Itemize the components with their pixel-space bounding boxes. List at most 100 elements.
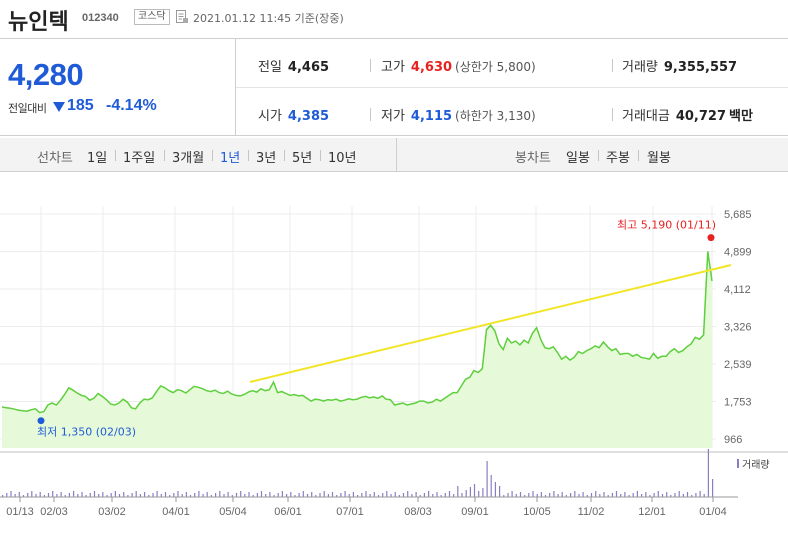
volume-bar: [336, 495, 338, 497]
volume-bar: [394, 492, 396, 497]
volume-bar: [286, 494, 288, 497]
tab-weekly[interactable]: 주봉: [606, 151, 630, 166]
volume-bar: [653, 493, 655, 497]
volume-bar: [206, 492, 208, 497]
x-tick-label: 01/13: [6, 506, 34, 518]
tab-1d[interactable]: 1일: [87, 151, 108, 166]
volume-bar: [348, 494, 350, 497]
volume-bar: [428, 491, 430, 497]
volume-bar: [260, 491, 263, 497]
volume-bar: [148, 495, 150, 497]
tab-monthly[interactable]: 월봉: [647, 151, 671, 166]
day-low: 저가 4,115 (하한가 3,130): [381, 109, 536, 124]
volume-bar: [641, 494, 643, 497]
x-tick-label: 10/05: [523, 506, 551, 518]
tab-3y[interactable]: 3년: [256, 151, 277, 166]
volume-bar: [306, 494, 309, 497]
volume-bar: [603, 492, 605, 497]
volume-bar: [344, 491, 346, 497]
volume-bar: [60, 492, 62, 497]
x-tick-label: 12/01: [638, 506, 666, 518]
volume-bar: [361, 493, 363, 497]
volume-bar: [407, 491, 409, 497]
volume-bar: [486, 461, 488, 497]
volume-bar: [536, 494, 538, 497]
volume-bar: [544, 495, 547, 497]
tab-1w[interactable]: 1주일: [123, 151, 156, 166]
compare-label: 전일대비: [8, 102, 47, 115]
volume-bar: [699, 491, 701, 497]
volume-bar: [6, 493, 8, 497]
market-badge: 코스닥: [134, 9, 170, 25]
volume-bar: [231, 495, 233, 497]
quote-summary: 4,280 전일대비 185 -4.14% 전일 4,465 고가 4,630 (상한…: [0, 38, 788, 136]
y-tick-label: 966: [724, 434, 742, 446]
tab-10y[interactable]: 10년: [328, 151, 357, 166]
volume-bar: [494, 482, 496, 497]
volume-bar: [139, 494, 141, 497]
volume-bar: [81, 492, 83, 497]
stock-code: 012340: [82, 12, 119, 24]
volume-bar: [478, 491, 480, 497]
trade-amount: 거래대금 40,727 백만: [622, 109, 753, 124]
volume-bar: [674, 493, 676, 497]
stock-name: 뉴인텍: [8, 10, 69, 35]
volume-bar: [210, 495, 212, 497]
volume-bar: [670, 495, 672, 497]
volume-bar: [219, 491, 221, 497]
volume-bar: [93, 491, 96, 497]
y-tick-label: 2,539: [724, 359, 752, 371]
volume-bar: [561, 492, 563, 497]
volume-bar: [402, 493, 405, 497]
volume-bar: [18, 492, 20, 497]
low-marker: [37, 417, 45, 425]
volume-bar: [10, 491, 12, 497]
volume-bar: [43, 495, 45, 497]
volume-bar: [565, 495, 567, 497]
volume-bar: [695, 493, 697, 497]
volume-bar: [490, 475, 492, 497]
volume-bar: [469, 487, 471, 497]
volume-bar: [340, 493, 342, 497]
volume-bar: [273, 495, 275, 497]
volume-bar: [682, 494, 684, 497]
volume-bar: [202, 494, 204, 497]
volume-bar: [110, 493, 112, 497]
tab-daily[interactable]: 일봉: [566, 151, 590, 166]
down-arrow-icon: [53, 102, 65, 112]
volume-bar: [595, 491, 597, 497]
volume-bar: [352, 492, 354, 497]
y-axis-ticks: 5,685 4,899 4,112 3,326 2,539 1,753 966: [724, 209, 752, 446]
volume-bar: [436, 492, 438, 497]
y-tick-label: 3,326: [724, 321, 752, 333]
volume-bar: [691, 495, 693, 497]
volume-bar: [240, 491, 242, 497]
x-tick-label: 11/02: [578, 506, 605, 518]
volume-bar: [386, 491, 388, 497]
high-annotation: 최고 5,190 (01/11): [617, 219, 716, 232]
price-chart[interactable]: 최고 5,190 (01/11) 최저 1,350 (02/03) 5,685 4…: [0, 190, 788, 536]
tab-5y[interactable]: 5년: [292, 151, 313, 166]
tab-1y[interactable]: 1년: [220, 151, 241, 166]
volume: 거래량 9,355,557: [622, 60, 738, 75]
volume-bar: [331, 492, 334, 497]
high-marker: [707, 234, 715, 242]
volume-bar: [540, 492, 542, 497]
volume-bar: [252, 495, 254, 497]
volume-bar: [528, 493, 530, 497]
volume-bar: [365, 491, 367, 497]
volume-bar: [194, 493, 196, 497]
volume-bar: [52, 491, 54, 497]
volume-bar: [524, 495, 526, 497]
volume-bar: [519, 492, 522, 497]
volume-bar: [570, 493, 572, 497]
volume-bar: [47, 493, 50, 497]
x-axis-ticks: 01/13 02/03 03/02 04/01 05/04 06/01 07/01 08/03…: [6, 497, 727, 518]
tab-3m[interactable]: 3개월: [172, 151, 205, 166]
volume-bar: [248, 492, 250, 497]
volume-bar: [160, 494, 162, 497]
volume-bar: [707, 449, 709, 497]
price-line: [1, 251, 713, 414]
volume-bar: [444, 493, 446, 497]
document-icon[interactable]: [176, 10, 189, 24]
